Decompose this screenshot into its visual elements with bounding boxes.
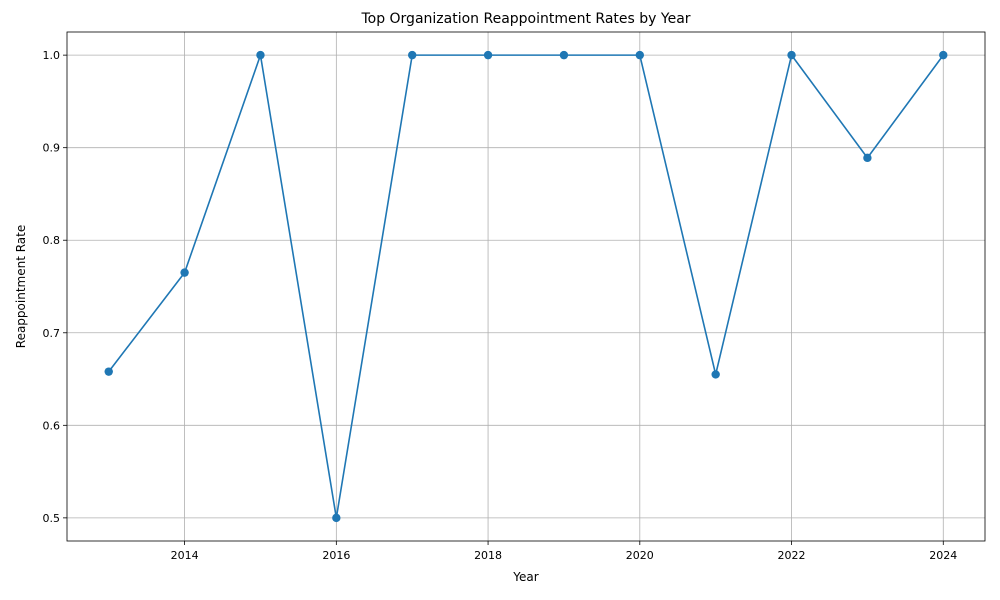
data-point [559,50,569,60]
x-axis-ticks: 2014 2016 2018 2020 2022 2024 [171,541,957,562]
data-point [711,370,720,379]
data-point [332,513,341,523]
data-point [180,268,189,277]
series-line [108,54,944,519]
y-tick-label: 1.0 [43,49,61,62]
plot-frame [66,31,986,542]
y-tick-label: 0.9 [43,142,61,155]
x-tick-label: 2022 [778,549,806,562]
data-point [863,153,872,163]
x-tick-label: 2020 [626,549,654,562]
x-tick-label: 2018 [474,549,502,562]
data-point [483,50,493,60]
series-layer [104,50,948,523]
data-point [635,50,645,60]
x-tick-label: 2014 [171,549,199,562]
y-tick-label: 0.7 [43,327,61,340]
y-axis-label: Reappointment Rate [14,225,28,348]
data-point [939,50,948,60]
grid-lines [67,32,985,541]
chart-title: Top Organization Reappointment Rates by … [360,11,690,27]
x-tick-label: 2016 [322,549,350,562]
data-point [256,50,265,60]
data-point [407,50,417,60]
y-axis-ticks: 0.5 0.6 0.7 0.8 0.9 1.0 [43,49,67,525]
data-point [104,367,113,376]
y-tick-label: 0.6 [43,419,61,432]
x-tick-label: 2024 [929,549,957,562]
y-tick-label: 0.8 [43,234,61,247]
x-axis-label: Year [512,570,538,584]
data-point [787,50,796,60]
y-tick-label: 0.5 [43,512,61,525]
